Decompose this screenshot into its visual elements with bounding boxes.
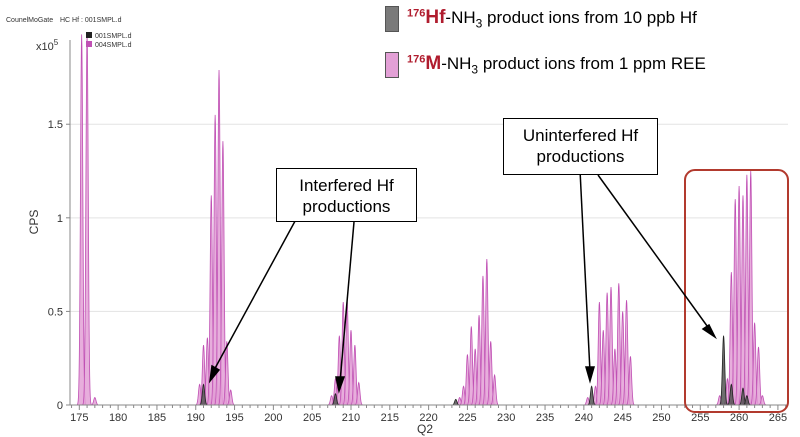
arrow-uninterfered-right [597, 174, 711, 331]
y-multiplier: x105 [36, 38, 59, 53]
file-title: HC Hf : 001SMPL.d [60, 17, 122, 24]
legend-item-ree: 176M-NH3 product ions from 1 ppm REE [385, 52, 706, 78]
arrow-interfered-right [339, 221, 355, 383]
x-tick-label: 210 [342, 412, 360, 424]
x-tick-label: 175 [70, 412, 88, 424]
arrow-head-uninterfered-right [701, 323, 717, 340]
plot-series [74, 34, 770, 406]
callout-interfered-line1: Interfered Hf [299, 176, 394, 195]
callout-interfered: Interfered Hf productions [276, 168, 417, 222]
y-tick-label: 1.5 [48, 119, 63, 131]
x-axis-title: Q2 [417, 422, 433, 436]
callout-arrows [208, 169, 717, 394]
x-tick-label: 180 [109, 412, 127, 424]
y-tick-label: 1 [57, 213, 63, 225]
arrow-head-uninterfered-left [585, 366, 595, 384]
x-tick-label: 235 [536, 412, 554, 424]
mini-legend: 001SMPL.d 004SMPL.d [86, 32, 132, 49]
x-tick-label: 245 [613, 412, 631, 424]
callout-uninterfered: Uninterfered Hf productions [503, 118, 658, 175]
legend-item-hf: 176Hf-NH3 product ions from 10 ppb Hf [385, 6, 697, 32]
arrow-head-interfered-right [335, 376, 346, 394]
x-tick-label: 225 [458, 412, 476, 424]
highlight-box [684, 169, 789, 413]
callout-uninterfered-line1: Uninterfered Hf [522, 126, 639, 145]
mini-legend-label: 001SMPL.d [95, 33, 132, 40]
x-tick-label: 205 [303, 412, 321, 424]
mini-legend-swatch [86, 41, 92, 47]
legend-label-hf: 176Hf-NH3 product ions from 10 ppb Hf [407, 7, 697, 31]
y-gridlines [70, 123, 788, 312]
x-tick-label: 215 [381, 412, 399, 424]
y-axis-title: CPS [27, 210, 41, 235]
x-tick-label: 195 [225, 412, 243, 424]
overlap-text: CounelMoGate [6, 17, 53, 24]
x-tick-label: 255 [691, 412, 709, 424]
y-multiplier-base: x10 [36, 41, 54, 53]
x-tick-label: 220 [419, 412, 437, 424]
x-tick-label: 200 [264, 412, 282, 424]
x-tick-label: 260 [730, 412, 748, 424]
y-multiplier-exp: 5 [54, 38, 59, 47]
y-tick-label: 0 [57, 400, 63, 412]
x-tick-label: 240 [575, 412, 593, 424]
arrow-uninterfered-left [579, 169, 591, 373]
callout-interfered-line2: productions [302, 197, 391, 216]
x-tick-label: 230 [497, 412, 515, 424]
callout-uninterfered-line2: productions [536, 147, 625, 166]
arrow-head-interfered-left [208, 364, 221, 384]
legend-swatch-ree [385, 52, 399, 78]
legend-label-ree: 176M-NH3 product ions from 1 ppm REE [407, 53, 706, 77]
x-tick-label: 250 [652, 412, 670, 424]
mini-legend-label: 004SMPL.d [95, 42, 132, 49]
x-tick-label: 185 [148, 412, 166, 424]
x-tick-label: 190 [187, 412, 205, 424]
mini-legend-swatch [86, 32, 92, 38]
legend-swatch-hf [385, 6, 399, 32]
x-tick-label: 265 [769, 412, 787, 424]
y-ticks: 0 0.5 1 1.5 [48, 119, 70, 412]
y-tick-label: 0.5 [48, 306, 63, 318]
arrow-interfered-left [212, 211, 301, 373]
